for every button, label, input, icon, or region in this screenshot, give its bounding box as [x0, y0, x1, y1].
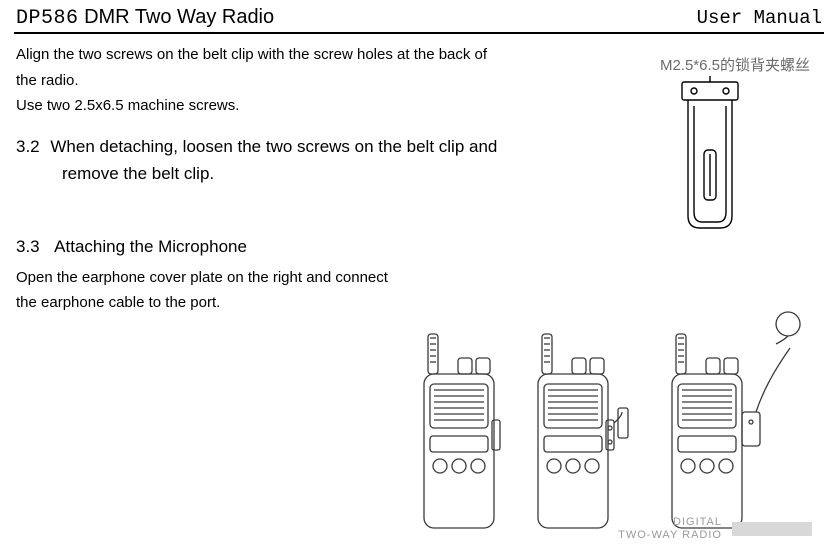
section-3-2: 3.2 When detaching, loosen the two screw…: [16, 133, 616, 187]
radio-closed-icon: [408, 328, 508, 538]
intro-line: Use two 2.5x6.5 machine screws.: [16, 97, 239, 114]
product-title: DMR Two Way Radio: [84, 6, 274, 28]
footer-line: DIGITAL: [618, 516, 722, 529]
header-rule: [14, 32, 824, 34]
header-left: DP586 DMR Two Way Radio: [16, 6, 274, 30]
page-content: Align the two screws on the belt clip wi…: [0, 42, 838, 316]
screw-caption: M2.5*6.5的锁背夹螺丝: [660, 54, 810, 75]
intro-line: the radio.: [16, 72, 79, 89]
section-number: 3.3: [16, 237, 40, 256]
footer-line: TWO-WAY RADIO: [618, 529, 722, 542]
intro-line: Align the two screws on the belt clip wi…: [16, 46, 487, 63]
footer-brand: DIGITAL TWO-WAY RADIO: [618, 516, 812, 542]
radio-open-icon: [522, 328, 642, 538]
intro-para: Align the two screws on the belt clip wi…: [16, 42, 596, 119]
section-number: 3.2: [16, 137, 40, 156]
header-right: User Manual: [697, 7, 822, 29]
section-text: When detaching, loosen the two screws on…: [50, 137, 497, 156]
body-line: Open the earphone cover plate on the rig…: [16, 269, 388, 286]
section-heading: Attaching the Microphone: [54, 237, 247, 256]
footer-text: DIGITAL TWO-WAY RADIO: [618, 516, 722, 542]
radio-mic-icon: [656, 308, 816, 538]
page-header: DP586 DMR Two Way Radio User Manual: [0, 0, 838, 32]
section-3-3-body: Open the earphone cover plate on the rig…: [16, 265, 456, 316]
radio-diagram-row: [408, 308, 816, 538]
product-code: DP586: [16, 7, 79, 30]
body-line: the earphone cable to the port.: [16, 294, 220, 311]
belt-clip-diagram: [658, 76, 768, 246]
footer-box-icon: [732, 522, 812, 536]
section-text: remove the belt clip.: [16, 160, 616, 187]
